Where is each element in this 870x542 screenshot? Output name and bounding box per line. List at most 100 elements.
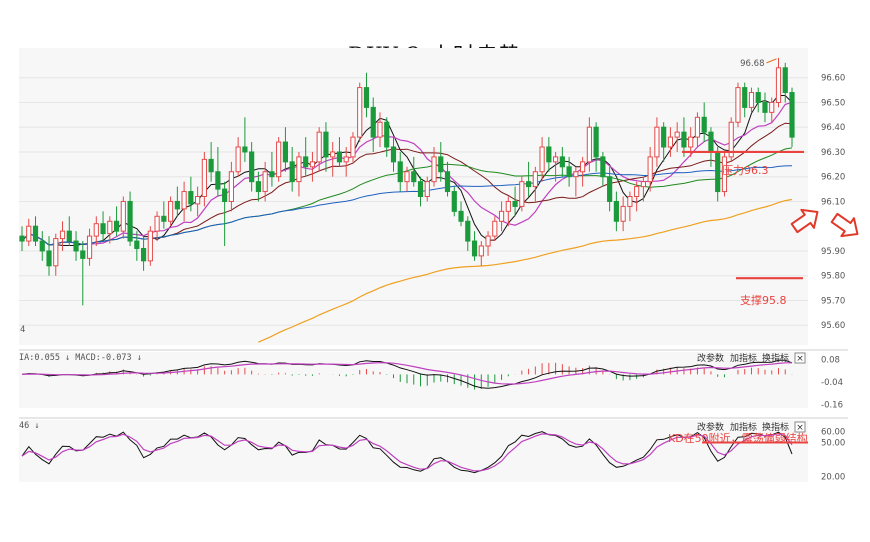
candle [19, 226, 25, 251]
candle [667, 127, 674, 157]
candle-body [661, 126, 667, 148]
kd-close-icon[interactable]: × [796, 423, 804, 433]
macd-y-tick-label: -0.04 [821, 378, 843, 388]
candle-body [73, 240, 79, 252]
candle-body [755, 92, 761, 103]
candle [411, 156, 417, 187]
macd-close-icon[interactable]: × [796, 354, 804, 364]
candle [627, 191, 633, 222]
macd-add-indicator-button[interactable]: 加指标 [730, 352, 757, 364]
candle [586, 117, 592, 172]
candle-body [384, 121, 390, 148]
high-pointer [766, 58, 777, 64]
y-tick-label: 96.30 [821, 148, 845, 158]
candle-body [53, 238, 59, 267]
candle-body [377, 121, 383, 138]
resistance-label: 压力96.3 [722, 164, 769, 177]
candle-body [789, 92, 795, 138]
candle [512, 186, 518, 217]
macd-y-tick-label: 0.08 [821, 355, 840, 365]
kd-add-indicator-button[interactable]: 加指标 [730, 421, 757, 433]
candle [525, 161, 532, 197]
candle [201, 151, 207, 207]
candle [384, 117, 390, 157]
candle-body [694, 116, 701, 138]
candle [492, 216, 498, 242]
candle-body [519, 181, 525, 207]
candle-body [107, 220, 113, 235]
candle [390, 137, 397, 172]
candle-body [323, 131, 329, 158]
candle-body [350, 136, 356, 158]
candle-body [276, 141, 282, 178]
candle [640, 176, 646, 202]
candle-body [357, 87, 363, 138]
candle [559, 147, 565, 177]
candle-body [235, 146, 241, 173]
candle [613, 191, 619, 232]
candle [769, 97, 775, 123]
candle [674, 122, 680, 152]
candle-body [485, 235, 491, 247]
candle-body [154, 215, 160, 232]
candle-body [573, 171, 579, 178]
candle [593, 122, 599, 172]
y-tick-label: 96.60 [821, 74, 845, 84]
candle [478, 241, 484, 266]
candle [451, 186, 457, 217]
candle-body [654, 126, 660, 158]
candle-body [343, 156, 349, 163]
candle-body [438, 156, 444, 173]
candle [323, 122, 329, 172]
macd-params-button[interactable]: 改参数 [697, 352, 724, 364]
long-moving-average-line [258, 198, 793, 343]
candle [789, 87, 795, 147]
support-label: 支撑95.8 [740, 293, 787, 307]
kd-params-button[interactable]: 改参数 [697, 421, 724, 433]
kd-close-box[interactable] [794, 421, 806, 433]
candle-body [546, 146, 552, 163]
candle-body [113, 220, 120, 232]
candle [634, 181, 640, 212]
candle-body [451, 191, 457, 212]
candle-body [708, 131, 714, 153]
candle-body [390, 146, 397, 163]
candle-body [647, 156, 653, 183]
candle [782, 62, 788, 103]
candle-body [607, 176, 613, 202]
candle-body [127, 200, 133, 242]
candle-body [431, 156, 437, 183]
candle-body [39, 240, 45, 252]
candle-body [715, 151, 721, 193]
candle-body [303, 156, 309, 168]
macd-switch-indicator-button[interactable]: 换指标 [762, 352, 789, 364]
candle-body [688, 136, 694, 148]
candle [607, 166, 613, 212]
candle-body [580, 161, 586, 173]
candle-body [728, 121, 734, 158]
candle [100, 211, 106, 242]
candle [647, 147, 653, 192]
candle [458, 201, 464, 227]
macd-close-box[interactable] [794, 352, 806, 364]
candle-body [775, 67, 782, 103]
down-arrow-icon [830, 212, 859, 238]
candle-body [525, 181, 532, 188]
candle [66, 216, 72, 246]
candle [748, 87, 755, 113]
candle [228, 161, 234, 212]
candle [336, 137, 343, 167]
candle-body [593, 126, 599, 158]
candle-body [586, 126, 592, 163]
candle [195, 186, 201, 217]
candle [762, 92, 768, 123]
candle [269, 151, 275, 187]
candle-body [242, 146, 248, 153]
candle-body [86, 235, 93, 259]
candle-body [735, 87, 741, 123]
candle-body [174, 200, 180, 210]
candle [208, 142, 214, 182]
kd-switch-indicator-button[interactable]: 换指标 [762, 421, 789, 433]
candle [107, 216, 113, 244]
candle [113, 206, 120, 237]
